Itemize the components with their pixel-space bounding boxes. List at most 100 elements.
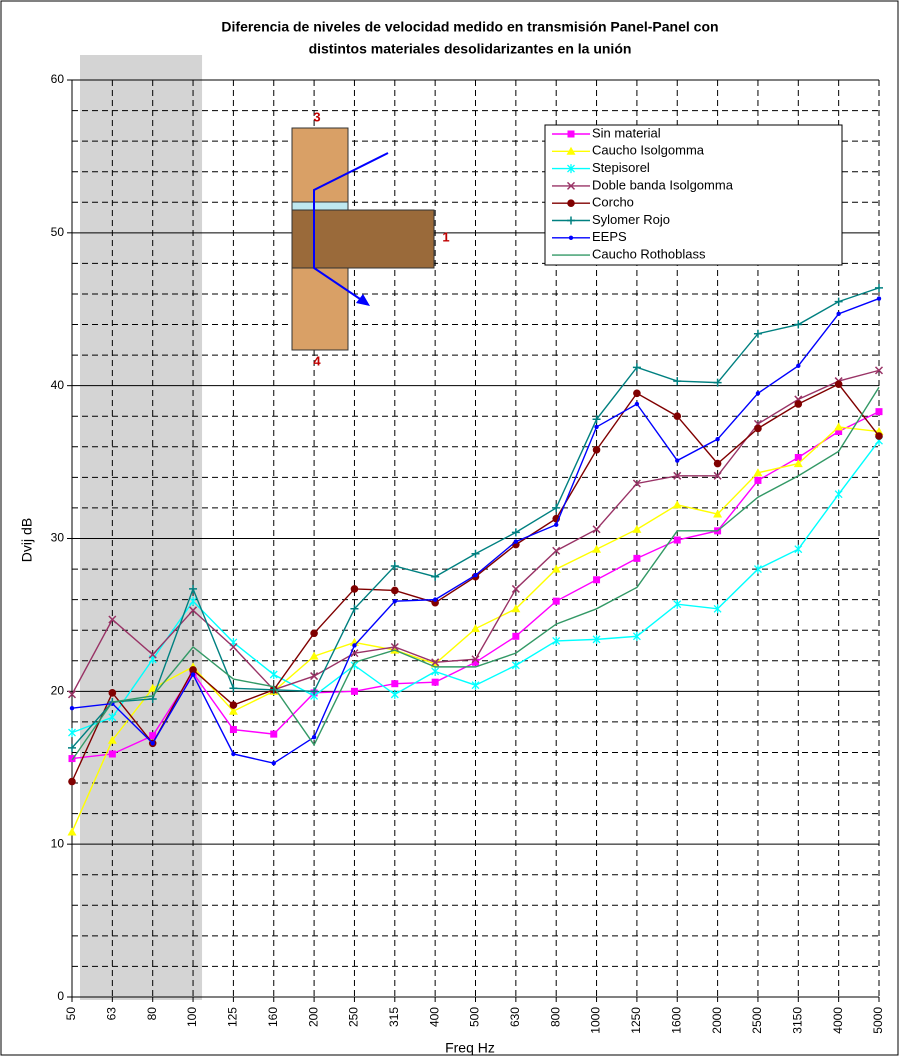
y-tick-label: 30 [51, 531, 65, 545]
x-tick-label: 5000 [871, 1007, 885, 1034]
series-line [71, 386, 880, 761]
marker [471, 549, 480, 558]
inset-label: 4 [313, 353, 321, 368]
marker [794, 400, 803, 408]
x-tick-label: 630 [508, 1007, 522, 1027]
marker [567, 130, 575, 138]
marker [632, 631, 641, 641]
marker [713, 604, 722, 614]
marker [835, 428, 843, 436]
legend-label: Corcho [592, 195, 634, 210]
marker [834, 489, 843, 499]
marker [713, 378, 722, 387]
marker [352, 643, 357, 648]
marker [592, 634, 601, 644]
marker [108, 689, 117, 697]
x-tick-label: 2500 [750, 1007, 764, 1034]
y-tick-label: 20 [51, 684, 65, 698]
x-tick-label: 2000 [710, 1007, 724, 1034]
marker [753, 564, 762, 574]
marker [673, 471, 682, 480]
x-tick-label: 63 [105, 1007, 119, 1021]
y-axis-label: Dvij dB [19, 518, 35, 562]
marker [875, 432, 883, 440]
marker [552, 546, 561, 555]
marker [229, 642, 238, 652]
marker [793, 459, 803, 468]
marker [229, 726, 237, 734]
marker [568, 235, 574, 240]
y-tick-label: 0 [57, 989, 64, 1003]
marker [794, 453, 802, 461]
marker [431, 678, 439, 686]
x-tick-label: 50 [64, 1007, 78, 1021]
marker [511, 604, 521, 613]
x-tick-label: 80 [145, 1007, 159, 1021]
marker [567, 164, 575, 174]
y-tick-label: 40 [51, 378, 65, 392]
highlight-layer [80, 55, 203, 1000]
marker [511, 660, 520, 670]
marker [834, 297, 843, 306]
marker [567, 199, 575, 207]
marker [633, 389, 641, 398]
x-tick-label: 500 [468, 1007, 482, 1027]
x-tick-label: 160 [266, 1007, 280, 1027]
marker [552, 597, 560, 605]
marker [552, 503, 561, 512]
marker [189, 666, 197, 674]
marker [431, 598, 439, 607]
marker [875, 408, 883, 416]
marker [796, 363, 801, 368]
marker [68, 728, 76, 738]
x-tick-label: 800 [548, 1007, 562, 1027]
marker [309, 651, 319, 660]
legend-label: Caucho Isolgomma [592, 143, 705, 158]
marker [390, 689, 399, 699]
marker [834, 422, 844, 431]
x-tick-label: 1000 [589, 1007, 603, 1034]
marker [350, 604, 359, 613]
marker [350, 585, 359, 593]
marker [311, 734, 317, 740]
legend-label: EEPS [592, 229, 627, 244]
panel-3 [291, 127, 349, 205]
marker [190, 672, 196, 677]
marker [431, 666, 440, 676]
marker [755, 391, 761, 396]
marker [390, 562, 399, 571]
marker [511, 584, 520, 593]
marker [68, 777, 76, 786]
marker [471, 624, 480, 633]
marker [794, 320, 803, 329]
marker [148, 683, 158, 692]
plot-layer [67, 283, 884, 836]
marker [632, 479, 641, 488]
marker [108, 712, 117, 722]
marker [713, 471, 722, 480]
marker [390, 642, 399, 652]
marker [108, 750, 116, 758]
marker [149, 732, 157, 740]
marker [471, 655, 480, 664]
marker [108, 615, 117, 624]
marker [472, 658, 479, 666]
marker [432, 597, 438, 602]
marker [673, 599, 682, 609]
marker [229, 701, 238, 709]
marker [673, 377, 682, 386]
legend-box [544, 124, 843, 266]
marker [754, 476, 762, 484]
marker [673, 536, 681, 544]
marker [834, 380, 843, 388]
transmission-path [313, 152, 389, 304]
marker [594, 424, 599, 430]
marker [673, 412, 682, 421]
marker [391, 586, 399, 595]
marker [391, 680, 399, 688]
marker [554, 522, 559, 527]
marker [713, 509, 723, 518]
marker [592, 525, 601, 534]
marker [431, 572, 440, 581]
marker [107, 735, 117, 744]
